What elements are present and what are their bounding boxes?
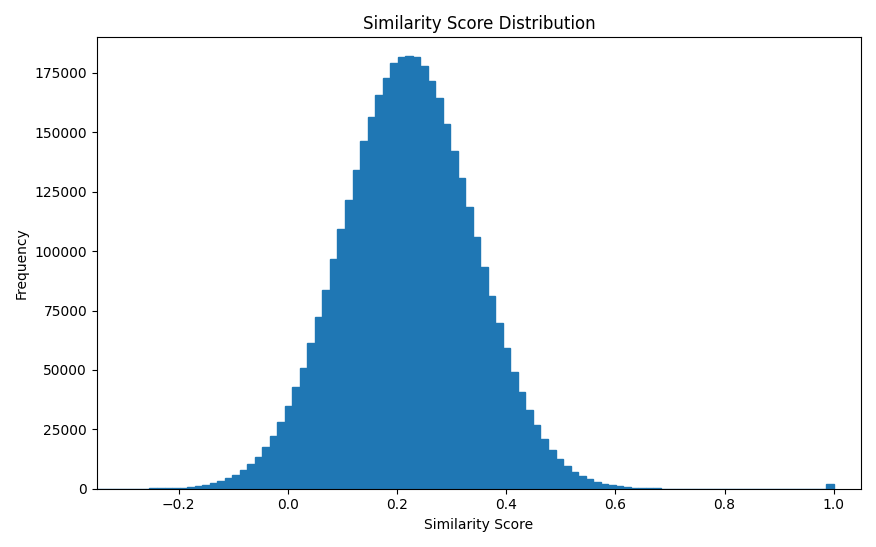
Bar xyxy=(262,447,270,488)
X-axis label: Similarity Score: Similarity Score xyxy=(424,518,533,532)
Bar xyxy=(337,229,345,488)
Bar xyxy=(526,410,533,488)
Bar xyxy=(360,141,368,488)
Bar xyxy=(548,450,555,488)
Bar xyxy=(570,472,578,488)
Bar xyxy=(826,484,834,488)
Bar xyxy=(616,486,623,488)
Bar xyxy=(390,63,398,488)
Bar xyxy=(270,435,278,488)
Bar xyxy=(465,207,473,488)
Bar xyxy=(194,486,202,488)
Bar xyxy=(608,485,616,488)
Bar xyxy=(458,178,465,488)
Bar xyxy=(623,487,631,488)
Bar xyxy=(601,484,608,488)
Bar xyxy=(368,118,375,488)
Bar xyxy=(450,150,458,488)
Bar xyxy=(224,478,232,488)
Bar xyxy=(330,259,337,488)
Bar xyxy=(533,425,540,488)
Bar xyxy=(405,56,413,488)
Bar xyxy=(420,66,427,488)
Bar xyxy=(278,422,285,488)
Bar xyxy=(540,439,548,488)
Bar xyxy=(473,237,480,488)
Bar xyxy=(503,347,511,488)
Bar xyxy=(593,482,601,488)
Bar xyxy=(398,57,405,488)
Bar xyxy=(488,296,495,488)
Bar xyxy=(217,481,224,488)
Bar xyxy=(442,124,450,488)
Bar xyxy=(293,387,300,488)
Bar xyxy=(495,323,503,488)
Bar xyxy=(247,464,255,488)
Bar xyxy=(187,487,194,488)
Title: Similarity Score Distribution: Similarity Score Distribution xyxy=(363,15,596,33)
Bar xyxy=(563,465,570,488)
Bar xyxy=(511,372,518,488)
Bar xyxy=(518,392,526,488)
Bar xyxy=(202,485,209,488)
Bar xyxy=(209,484,217,488)
Bar xyxy=(180,487,187,488)
Bar xyxy=(427,80,435,488)
Bar xyxy=(232,475,240,488)
Bar xyxy=(307,343,314,488)
Y-axis label: Frequency: Frequency xyxy=(15,227,29,299)
Bar xyxy=(240,470,247,488)
Bar xyxy=(285,406,293,488)
Bar xyxy=(435,98,442,488)
Bar xyxy=(300,368,307,488)
Bar xyxy=(375,95,383,488)
Bar xyxy=(480,266,488,488)
Bar xyxy=(585,479,593,488)
Bar xyxy=(555,459,563,488)
Bar xyxy=(314,317,322,488)
Bar xyxy=(345,200,352,488)
Bar xyxy=(578,476,585,488)
Bar xyxy=(413,56,420,488)
Bar xyxy=(322,290,330,488)
Bar xyxy=(352,170,360,488)
Bar xyxy=(255,457,262,488)
Bar xyxy=(383,78,390,488)
